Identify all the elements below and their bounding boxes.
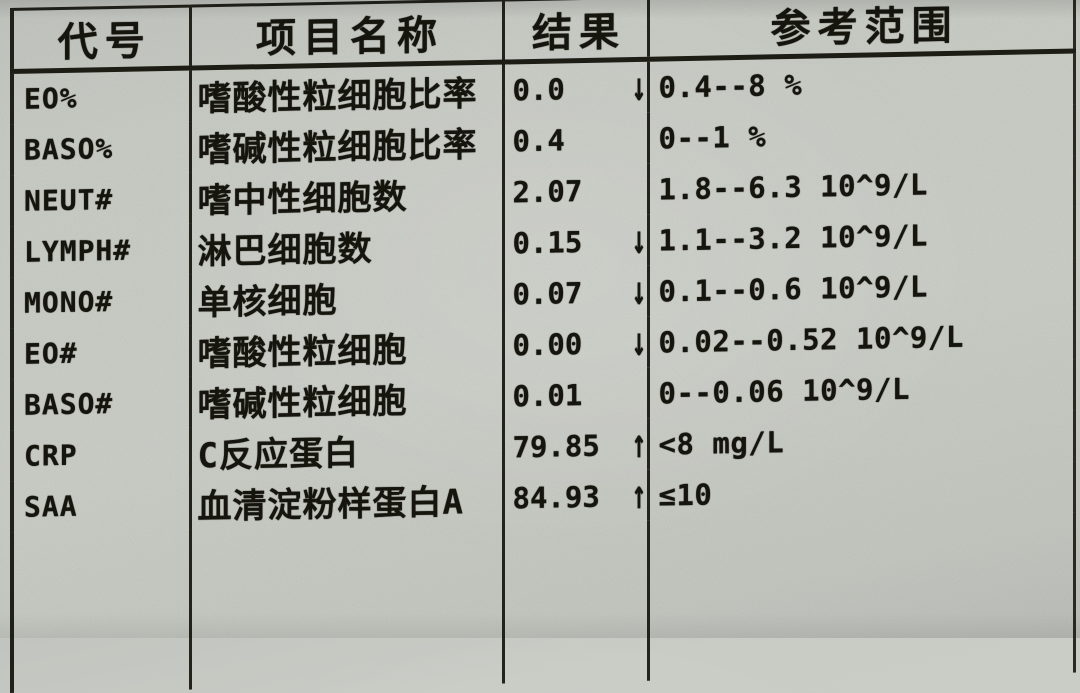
reference-range: 0--1 % bbox=[648, 105, 1074, 164]
reference-range: 0.1--0.6 10^9/L bbox=[648, 258, 1074, 317]
result-value: 0.4 bbox=[505, 123, 565, 158]
test-result: 84.93↑ bbox=[505, 478, 647, 516]
result-value: 0.01 bbox=[505, 378, 583, 413]
test-name: 嗜碱性粒细胞 bbox=[190, 371, 503, 428]
abnormal-flag-icon: ↓ bbox=[632, 217, 646, 265]
test-result: 0.01 bbox=[505, 376, 647, 413]
lab-report-photo: { "report": { "columns": { "code": "代号",… bbox=[0, 0, 1080, 638]
empty-row bbox=[12, 513, 1074, 693]
empty-cell bbox=[190, 524, 503, 690]
abnormal-flag-icon: ↓ bbox=[632, 319, 646, 367]
test-code: BASO% bbox=[12, 122, 190, 176]
reference-range: 0--0.06 10^9/L bbox=[648, 360, 1074, 419]
test-result: 0.0↓ bbox=[505, 70, 647, 108]
test-code: SAA bbox=[12, 479, 190, 533]
result-value: 0.0 bbox=[505, 72, 565, 107]
reference-range: <8 mg/L bbox=[648, 411, 1074, 470]
test-result: 0.15↓ bbox=[505, 223, 647, 261]
abnormal-flag-icon: ↓ bbox=[632, 64, 646, 112]
result-value: 0.07 bbox=[505, 276, 583, 311]
test-code: MONO# bbox=[12, 275, 190, 329]
lab-results-table: 代号 项目名称 结果 参考范围 EO% 嗜酸性粒细胞比率 0.0↓ 0.4--8… bbox=[10, 0, 1076, 693]
test-code: LYMPH# bbox=[12, 224, 190, 278]
abnormal-flag-icon: ↑ bbox=[632, 421, 646, 469]
test-name: 嗜中性细胞数 bbox=[190, 167, 503, 224]
reference-range: 1.1--3.2 10^9/L bbox=[648, 207, 1074, 266]
reference-range: 1.8--6.3 10^9/L bbox=[648, 156, 1074, 215]
test-name: 单核细胞 bbox=[190, 269, 503, 326]
reference-range: 0.4--8 % bbox=[648, 51, 1074, 113]
reference-range: ≤10 bbox=[648, 462, 1074, 521]
test-code: EO% bbox=[12, 68, 190, 125]
test-name: 血清淀粉样蛋白A bbox=[190, 473, 503, 530]
empty-cell bbox=[648, 513, 1074, 681]
col-header-code: 代号 bbox=[12, 6, 190, 71]
test-result: 0.4 bbox=[505, 121, 647, 158]
test-name: 淋巴细胞数 bbox=[190, 218, 503, 275]
test-result: 79.85↑ bbox=[505, 427, 647, 465]
col-header-name: 项目名称 bbox=[190, 0, 503, 68]
test-name: 嗜酸性粒细胞比率 bbox=[190, 62, 503, 122]
test-name: 嗜碱性粒细胞比率 bbox=[190, 116, 503, 173]
result-value: 0.00 bbox=[505, 327, 583, 362]
test-result: 0.00↓ bbox=[505, 325, 647, 363]
empty-cell bbox=[12, 530, 190, 693]
result-value: 79.85 bbox=[505, 428, 600, 464]
test-result: 0.07↓ bbox=[505, 274, 647, 312]
test-code: NEUT# bbox=[12, 173, 190, 227]
result-value: 2.07 bbox=[505, 174, 583, 209]
empty-cell bbox=[503, 521, 648, 684]
col-header-range: 参考范围 bbox=[648, 0, 1074, 59]
test-code: BASO# bbox=[12, 377, 190, 431]
result-value: 0.15 bbox=[505, 225, 583, 260]
test-code: CRP bbox=[12, 428, 190, 482]
test-code: EO# bbox=[12, 326, 190, 380]
test-name: C反应蛋白 bbox=[190, 422, 503, 479]
reference-range: 0.02--0.52 10^9/L bbox=[648, 309, 1074, 368]
abnormal-flag-icon: ↑ bbox=[632, 472, 646, 520]
result-value: 84.93 bbox=[505, 479, 600, 515]
col-header-result: 结果 bbox=[503, 0, 648, 62]
test-name: 嗜酸性粒细胞 bbox=[190, 320, 503, 377]
abnormal-flag-icon: ↓ bbox=[632, 268, 646, 316]
test-result: 2.07 bbox=[505, 172, 647, 209]
